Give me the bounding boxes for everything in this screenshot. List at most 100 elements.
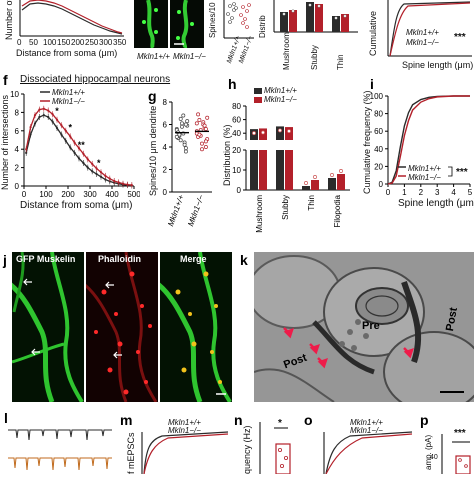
- panel-j-title-gfp: GFP Muskelin: [16, 254, 76, 264]
- panel-h-point: [330, 173, 334, 177]
- panel-h-bar: [250, 150, 258, 190]
- top-distribution-cat: Stubby: [310, 45, 319, 70]
- top-distribution-panel: Distrib Mushroom Stubby Thin: [256, 0, 360, 72]
- panel-g-ylabel: Spines/10 μm dendrite: [148, 105, 158, 196]
- panel-p-ylabel: amp. (pA): [424, 434, 433, 470]
- panel-f-sig-star: **: [78, 140, 86, 150]
- panel-h-category-label: Mushroom: [255, 195, 264, 233]
- panel-f-xtick-label: 100: [39, 190, 53, 199]
- panel-h-bar: [259, 150, 267, 190]
- panel-f-point: [86, 158, 89, 161]
- panel-label-p: p: [420, 412, 429, 428]
- panel-p-sig: ***: [454, 428, 466, 439]
- panel-j-title-merge: Merge: [180, 254, 207, 264]
- panel-g-ytick-label: 2: [163, 166, 168, 175]
- panel-i-xlabel: Spine length (μm): [398, 198, 474, 209]
- top-sholl-panel: Number of 0 50 100 150 200 250 300 350 D…: [0, 0, 128, 60]
- panel-f-point: [91, 170, 94, 173]
- panel-label-k: k: [240, 252, 248, 268]
- panel-h-svg: 40 60 80 0 10 20 Mushroom Stubby Thin Filopodia: [232, 88, 350, 233]
- panel-g-point: [183, 146, 188, 151]
- panel-f-point: [29, 133, 32, 136]
- panel-label-h: h: [228, 76, 237, 92]
- panel-g-point: [185, 119, 190, 124]
- panel-h-ytick-label: 60: [232, 116, 241, 125]
- panel-g-point: [194, 121, 199, 126]
- top-sholl-tick: 200: [71, 38, 85, 47]
- panel-f-ytick-label: 8: [15, 108, 20, 117]
- panel-f-point: [108, 177, 111, 180]
- panel-f-point: [42, 114, 45, 117]
- panel-h-bar: [311, 180, 319, 190]
- panel-o-legend-wt: Mkln1+/+: [350, 418, 383, 427]
- panel-f-xlabel: Distance from soma (μm): [20, 200, 133, 211]
- top-sholl-ylabel: Number of: [4, 0, 14, 40]
- top-sholl-tick: 0: [17, 38, 22, 47]
- panel-k-label-pre: Pre: [362, 320, 380, 332]
- top-spines-panel: Spines/10 Mkln1+/+ Mkln1−/−: [206, 0, 254, 66]
- panel-o-chart: Mkln1+/+ Mkln1−/−: [304, 418, 414, 475]
- panel-l-traces: [8, 424, 112, 474]
- panel-g-point: [183, 122, 188, 127]
- top-distribution-cat: Thin: [336, 54, 345, 70]
- panel-h-ytick-label: 80: [232, 102, 241, 111]
- panel-g-point: [196, 112, 201, 117]
- panel-f-point: [33, 122, 37, 125]
- panel-g-ytick-label: 4: [163, 143, 168, 152]
- panel-g-point: [183, 149, 188, 154]
- panel-h-bar: [328, 178, 336, 190]
- top-sholl-ko-line: [21, 0, 123, 34]
- panel-h-point: [261, 130, 265, 135]
- panel-p-ytick: 40: [430, 454, 438, 461]
- panel-f-point: [99, 175, 103, 178]
- panel-g-point: [200, 141, 204, 146]
- panel-g-point: [203, 145, 208, 149]
- panel-h-ytick-label: 20: [232, 146, 241, 155]
- panel-f-point: [104, 178, 107, 181]
- panel-f-point: [47, 109, 50, 112]
- top-sholl-tick: 50: [29, 38, 38, 47]
- panel-h-bar: [276, 150, 284, 190]
- panel-h-point: [304, 181, 308, 185]
- top-sholl-tick: 150: [57, 38, 71, 47]
- panel-f-legend-ko: Mkln1−/−: [52, 97, 85, 106]
- panel-f-point: [91, 162, 94, 166]
- panel-i-svg: 0 20 40 60 80 100 0 1 2 3 4 5: [370, 92, 473, 197]
- panel-n-chart: quency (Hz) *: [234, 418, 298, 475]
- panel-label-j: j: [3, 252, 7, 268]
- panel-i-xtick-label: 0: [386, 188, 391, 197]
- panel-m-legend-wt: Mkln1+/+: [168, 418, 201, 427]
- panel-j-merge-image: [160, 252, 232, 402]
- panel-h-point: [339, 169, 343, 173]
- panel-i-legend-wt: Mkln1+/+: [408, 164, 441, 173]
- panel-i-ytick-label: 0: [379, 180, 384, 189]
- panel-f-point: [64, 139, 67, 143]
- top-cumulative-ylabel: Cumulative: [368, 10, 378, 56]
- top-sholl-tick: 350: [113, 38, 127, 47]
- top-dendrite-image-ko: [170, 0, 204, 48]
- panel-h-point: [278, 128, 282, 133]
- panel-f-point: [82, 161, 85, 165]
- panel-label-m: m: [120, 412, 133, 428]
- top-sholl-xlabel: Distance from soma (μm): [16, 48, 118, 58]
- panel-h-chart: 40 60 80 0 10 20 Mushroom Stubby Thin Filopodia D…: [222, 86, 352, 246]
- panel-f-xtick-label: 300: [83, 190, 97, 199]
- panel-f-point: [130, 183, 133, 187]
- panel-g-point: [178, 116, 183, 121]
- panel-f-chart: 0 2 4 6 8 10 0 100 200 300 400 500 * * ** * Number of i…: [0, 86, 141, 214]
- panel-f-ylabel: Number of intersections: [0, 94, 10, 190]
- panel-label-o: o: [304, 412, 313, 428]
- panel-g-ytick-label: 0: [163, 188, 168, 197]
- panel-g-ytick-label: 6: [163, 121, 168, 130]
- top-sholl-plot: [19, 0, 124, 37]
- panel-h-bar: [285, 127, 293, 140]
- top-cumulative-panel: Cumulative Mkln1+/+ Mkln1−/− *** Spine l…: [362, 0, 474, 72]
- panel-i-xtick-label: 2: [419, 188, 424, 197]
- panel-f-point: [55, 118, 59, 121]
- panel-i-legend-ko: Mkln1−/−: [408, 173, 441, 182]
- panel-m-ylabel: f mEPSCs: [126, 432, 136, 474]
- panel-j-gfp-image: [12, 252, 84, 402]
- panel-g-group-label: Mkln1+/+: [166, 193, 186, 227]
- top-dendrite-image-wt: [134, 0, 168, 48]
- panel-f-point: [77, 157, 81, 160]
